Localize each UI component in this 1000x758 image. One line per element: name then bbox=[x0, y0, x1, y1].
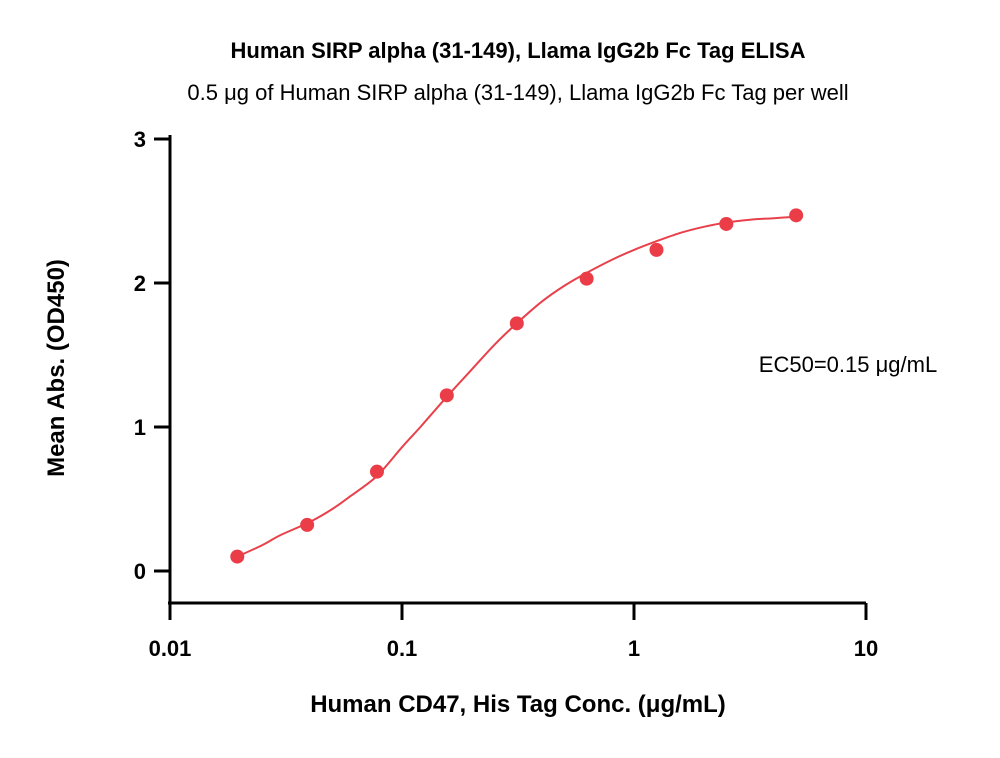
data-point bbox=[230, 549, 245, 564]
x-tick-label: 0.01 bbox=[149, 636, 192, 661]
y-tick-label: 2 bbox=[134, 271, 146, 296]
y-ticks: 0 1 2 3 bbox=[134, 127, 170, 584]
data-point bbox=[789, 208, 804, 223]
chart-subtitle: 0.5 μg of Human SIRP alpha (31-149), Lla… bbox=[187, 80, 848, 105]
plot-area: 0 1 2 3 0.01 0.1 1 10 bbox=[134, 127, 878, 661]
data-point bbox=[369, 464, 384, 479]
y-axis-label: Mean Abs. (OD450) bbox=[43, 259, 70, 477]
data-point bbox=[300, 517, 315, 532]
y-tick-label: 0 bbox=[134, 559, 146, 584]
data-point bbox=[649, 242, 664, 257]
chart-title: Human SIRP alpha (31-149), Llama IgG2b F… bbox=[231, 38, 806, 63]
x-tick-label: 1 bbox=[628, 636, 640, 661]
fit-curve bbox=[236, 215, 797, 558]
x-tick-label: 0.1 bbox=[387, 636, 418, 661]
data-point bbox=[509, 316, 524, 331]
data-points bbox=[230, 208, 804, 564]
data-point bbox=[719, 216, 734, 231]
ec50-annotation: EC50=0.15 μg/mL bbox=[759, 352, 937, 377]
data-point bbox=[439, 388, 454, 403]
y-tick-label: 3 bbox=[134, 127, 146, 152]
x-axis-label: Human CD47, His Tag Conc. (μg/mL) bbox=[310, 691, 726, 718]
data-point bbox=[579, 271, 594, 286]
x-tick-label: 10 bbox=[854, 636, 878, 661]
x-ticks: 0.01 0.1 1 10 bbox=[149, 603, 878, 661]
y-tick-label: 1 bbox=[134, 415, 146, 440]
